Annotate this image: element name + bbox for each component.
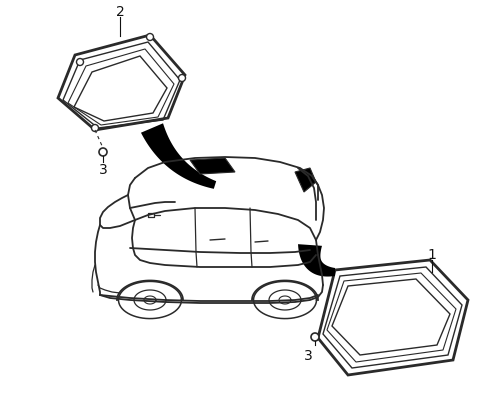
- Polygon shape: [295, 168, 316, 192]
- Text: 1: 1: [428, 248, 436, 262]
- Circle shape: [179, 75, 185, 82]
- Circle shape: [99, 148, 107, 156]
- Circle shape: [76, 58, 84, 66]
- Polygon shape: [141, 123, 216, 189]
- Circle shape: [146, 33, 154, 40]
- Polygon shape: [190, 158, 235, 174]
- Circle shape: [92, 124, 98, 131]
- Text: 2: 2: [116, 5, 124, 19]
- Text: 3: 3: [98, 163, 108, 177]
- Polygon shape: [298, 244, 335, 277]
- Text: 3: 3: [304, 349, 312, 363]
- Circle shape: [311, 333, 319, 341]
